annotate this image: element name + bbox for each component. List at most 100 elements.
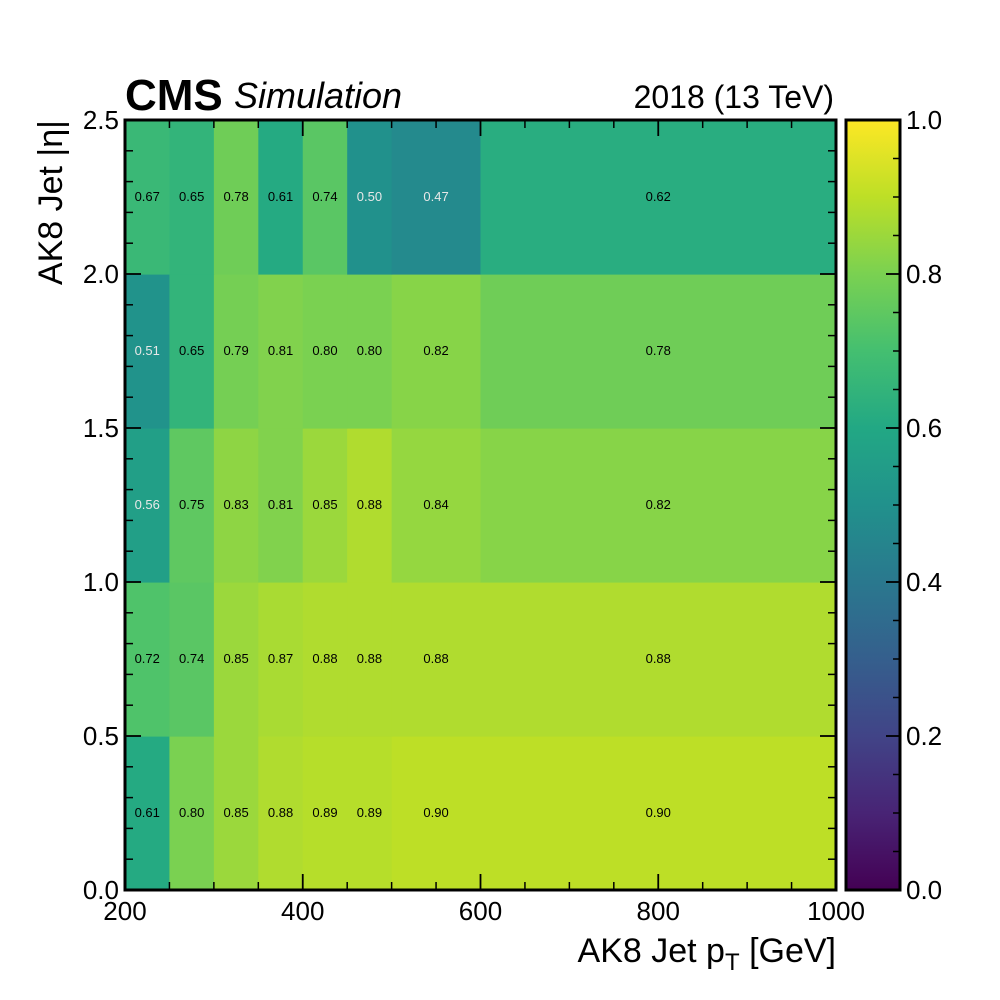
plot-frame [123, 118, 838, 892]
cell-value-label: 0.85 [223, 805, 248, 820]
colorbar-ticks: 0.0 0.2 0.4 0.6 0.8 1.0 [886, 105, 942, 905]
heatmap-cell [480, 120, 837, 275]
heatmap-cell [125, 736, 171, 891]
cell-value-label: 0.74 [312, 189, 337, 204]
cell-value-label: 0.56 [135, 497, 160, 512]
heatmap-cell [213, 428, 259, 583]
heatmap-cell-labels: 0.61 0.80 0.85 0.88 0.89 0.89 0.90 0.90 0.72 0.74… [135, 189, 671, 820]
cell-value-label: 0.90 [646, 805, 671, 820]
cell-value-label: 0.82 [423, 343, 448, 358]
colorbar-tick-label: 1.0 [906, 105, 942, 135]
heatmap-cell [347, 274, 393, 429]
cell-value-label: 0.80 [179, 805, 204, 820]
cell-value-label: 0.88 [268, 805, 293, 820]
cell-value-label: 0.88 [357, 497, 382, 512]
heatmap-cell [169, 736, 215, 891]
heatmap-cell [347, 120, 393, 275]
cell-value-label: 0.61 [135, 805, 160, 820]
heatmap-cell [302, 120, 348, 275]
cell-value-label: 0.81 [268, 343, 293, 358]
cell-value-label: 0.85 [223, 651, 248, 666]
y-tick-label: 0.0 [83, 875, 119, 905]
cell-value-label: 0.79 [223, 343, 248, 358]
cell-value-label: 0.80 [357, 343, 382, 358]
cell-value-label: 0.78 [646, 343, 671, 358]
lumi-label: 2018 (13 TeV) [634, 79, 834, 115]
cell-value-label: 0.47 [423, 189, 448, 204]
heatmap-cell [302, 582, 348, 737]
heatmap-cell [258, 274, 304, 429]
heatmap-cells [125, 120, 837, 891]
cell-value-label: 0.83 [223, 497, 248, 512]
cell-value-label: 0.88 [312, 651, 337, 666]
heatmap-cell [480, 582, 837, 737]
cell-value-label: 0.61 [268, 189, 293, 204]
cell-value-label: 0.62 [646, 189, 671, 204]
x-tick-label: 800 [637, 896, 680, 926]
x-tick-label: 600 [459, 896, 502, 926]
heatmap-cell [213, 582, 259, 737]
cell-value-label: 0.51 [135, 343, 160, 358]
cell-value-label: 0.80 [312, 343, 337, 358]
cell-value-label: 0.88 [357, 651, 382, 666]
cell-value-label: 0.65 [179, 189, 204, 204]
cell-value-label: 0.88 [423, 651, 448, 666]
cell-value-label: 0.65 [179, 343, 204, 358]
cell-value-label: 0.74 [179, 651, 204, 666]
heatmap-cell [480, 736, 837, 891]
cell-value-label: 0.72 [135, 651, 160, 666]
heatmap-cell [169, 582, 215, 737]
heatmap-cell [480, 428, 837, 583]
colorbar-tick-label: 0.2 [906, 721, 942, 751]
heatmap-cell [480, 274, 837, 429]
heatmap-cell [169, 428, 215, 583]
cell-value-label: 0.89 [357, 805, 382, 820]
heatmap-cell [302, 274, 348, 429]
heatmap-cell [125, 120, 171, 275]
heatmap-cell [213, 274, 259, 429]
cell-value-label: 0.75 [179, 497, 204, 512]
axis-ticks: 200 400 600 800 1000 0.0 0.5 1.0 1.5 2.0 2.5 [83, 105, 865, 926]
colorbar-tick-label: 0.6 [906, 413, 942, 443]
x-tick-label: 200 [103, 896, 146, 926]
heatmap-cell [391, 736, 482, 891]
heatmap-cell [169, 120, 215, 275]
heatmap-cell [391, 120, 482, 275]
status-label: Simulation [234, 75, 402, 116]
heatmap-cell [258, 120, 304, 275]
cell-value-label: 0.84 [423, 497, 448, 512]
heatmap-cell [302, 736, 348, 891]
y-tick-label: 0.5 [83, 721, 119, 751]
heatmap-cell [391, 582, 482, 737]
y-tick-label: 2.5 [83, 105, 119, 135]
heatmap-cell [258, 582, 304, 737]
y-tick-label: 2.0 [83, 259, 119, 289]
heatmap-cell [347, 428, 393, 583]
x-tick-label: 1000 [807, 896, 865, 926]
cell-value-label: 0.87 [268, 651, 293, 666]
heatmap-cell [258, 736, 304, 891]
heatmap-cell [125, 428, 171, 583]
cell-value-label: 0.82 [646, 497, 671, 512]
cell-value-label: 0.50 [357, 189, 382, 204]
heatmap-cell [258, 428, 304, 583]
heatmap-cell [125, 274, 171, 429]
cell-value-label: 0.85 [312, 497, 337, 512]
cell-value-label: 0.78 [223, 189, 248, 204]
heatmap-cell [302, 428, 348, 583]
heatmap-cell [213, 736, 259, 891]
cell-value-label: 0.88 [646, 651, 671, 666]
x-tick-label: 400 [281, 896, 324, 926]
heatmap-cell [347, 582, 393, 737]
experiment-label: CMS [125, 71, 223, 120]
y-tick-label: 1.5 [83, 413, 119, 443]
colorbar-tick-label: 0.0 [906, 875, 942, 905]
y-axis-title: AK8 Jet |η| [32, 120, 70, 285]
colorbar-tick-label: 0.4 [906, 567, 942, 597]
heatmap-cell [169, 274, 215, 429]
cell-value-label: 0.67 [135, 189, 160, 204]
cell-value-label: 0.81 [268, 497, 293, 512]
heatmap-cell [391, 428, 482, 583]
heatmap-cell [347, 736, 393, 891]
